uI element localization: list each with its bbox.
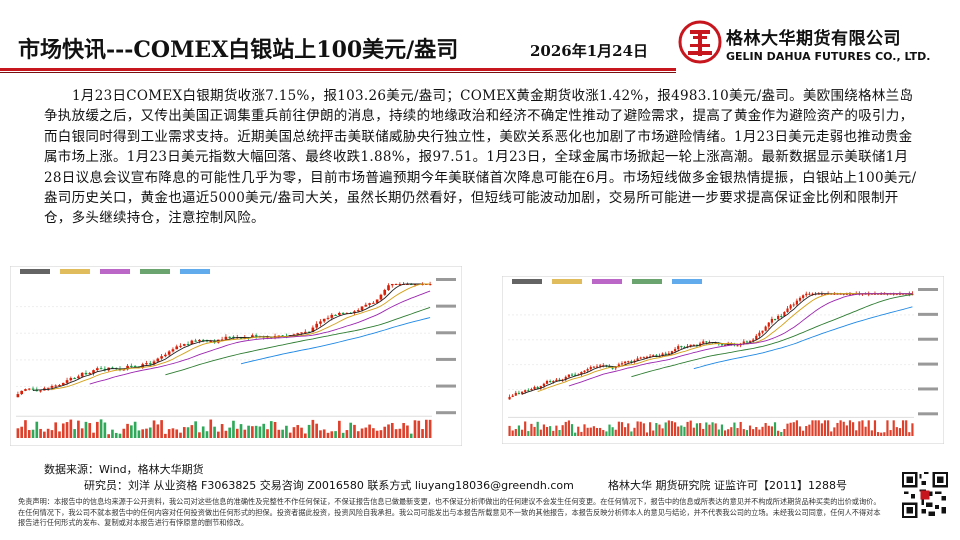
qr-code-icon <box>902 472 948 518</box>
page-title: 市场快讯---COMEX白银站上100美元/盎司 <box>18 37 459 63</box>
report-date: 2026年1月24日 <box>530 42 649 60</box>
company-logo-icon <box>678 20 722 64</box>
researcher-info: 研究员：刘洋 从业资格 F3063825 交易咨询 Z0016580 联系方式 … <box>84 479 574 492</box>
company-name-en: GELIN DAHUA FUTURES CO., LTD. <box>726 50 931 63</box>
header-divider <box>0 68 676 71</box>
company-name-cn: 格林大华期货有限公司 <box>726 29 901 49</box>
gold-candlestick-chart <box>502 276 944 444</box>
data-source: 数据来源：Wind，格林大华期货 <box>44 463 204 476</box>
article-paragraph: 1月23日COMEX白银期货收涨7.15%，报103.26美元/盎司；COMEX… <box>44 88 917 227</box>
disclaimer: 免责声明：本报告中的信息均来源于公开资料，我公司对这些信息的准确性及完整性不作任… <box>18 497 881 527</box>
license-info: 格林大华 期货研究院 证监许可【2011】1288号 <box>608 479 847 492</box>
header-divider-thin <box>0 72 676 73</box>
gold-price-chart-image <box>502 276 944 444</box>
silver-candlestick-chart <box>10 266 462 446</box>
silver-price-chart-image <box>10 266 462 446</box>
report-header: 市场快讯---COMEX白银站上100美元/盎司 2026年1月24日 格林大华… <box>0 0 960 82</box>
